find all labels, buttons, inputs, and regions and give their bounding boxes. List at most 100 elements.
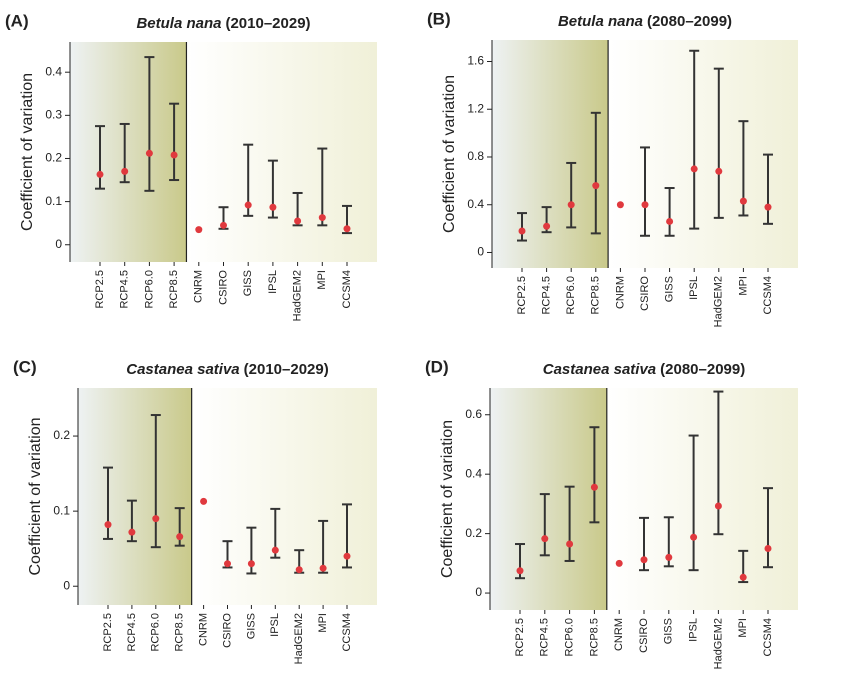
x-tick-label: CNRM — [614, 276, 626, 309]
x-tick-label: RCP2.5 — [102, 613, 114, 652]
y-tick-label: 0.2 — [465, 526, 482, 540]
point — [318, 214, 326, 222]
x-tick-label: RCP8.5 — [588, 618, 600, 657]
x-tick-label: CSIRO — [217, 270, 229, 305]
shade-right — [186, 42, 377, 262]
y-tick-label: 0 — [55, 237, 62, 251]
y-tick-label: 0.8 — [467, 149, 484, 163]
shade-left — [78, 388, 192, 605]
x-tick-label: CCSM4 — [341, 613, 353, 652]
x-tick-label: HadGEM2 — [293, 613, 305, 664]
y-tick-label: 0 — [63, 578, 70, 592]
chart-title: Betula nana (2080–2099) — [558, 13, 732, 30]
point — [665, 553, 673, 561]
x-tick-label: CNRM — [193, 270, 205, 303]
point — [518, 227, 526, 235]
point — [128, 528, 136, 536]
x-tick-label: GISS — [663, 618, 675, 644]
point — [541, 535, 549, 543]
y-tick-label: 0.2 — [53, 428, 70, 442]
y-tick-label: 0.3 — [45, 108, 62, 122]
point — [96, 170, 104, 178]
y-tick-label: 0.1 — [45, 194, 62, 208]
shade-right — [191, 388, 377, 605]
point — [715, 167, 723, 175]
x-tick-label: RCP8.5 — [168, 270, 180, 309]
point — [152, 515, 160, 523]
shade-left — [70, 42, 187, 262]
x-tick-label: IPSL — [688, 276, 700, 300]
y-tick-label: 0.4 — [467, 197, 484, 211]
panel-label: (A) — [5, 11, 29, 30]
shade-left — [490, 388, 607, 610]
title-period: (2010–2029) — [225, 15, 310, 32]
y-tick-label: 1.2 — [467, 101, 484, 115]
y-tick-label: 0 — [477, 245, 484, 259]
x-tick-label: RCP8.5 — [174, 613, 186, 652]
x-tick-label: MPI — [737, 618, 749, 638]
y-axis-label: Coefficient of variation — [441, 75, 458, 233]
y-tick-label: 0.4 — [465, 466, 482, 480]
x-tick-label: RCP2.5 — [516, 276, 528, 315]
point — [739, 573, 747, 581]
point — [343, 225, 351, 233]
chart-title: Betula nana (2010–2029) — [136, 15, 310, 32]
x-tick-label: CSIRO — [221, 613, 233, 648]
x-tick-label: GISS — [664, 276, 676, 302]
x-tick-label: GISS — [242, 270, 254, 296]
x-tick-label: RCP4.5 — [126, 613, 138, 652]
y-tick-label: 0.6 — [465, 407, 482, 421]
x-tick-label: GISS — [245, 613, 257, 639]
y-tick-label: 0 — [475, 585, 482, 599]
x-tick-label: CCSM4 — [762, 276, 774, 315]
x-tick-label: CCSM4 — [762, 618, 774, 657]
point — [516, 567, 524, 575]
y-tick-label: 0.4 — [45, 64, 62, 78]
x-tick-label: RCP2.5 — [514, 618, 526, 657]
point — [567, 201, 575, 209]
point — [295, 566, 303, 574]
point — [294, 217, 302, 225]
title-period: (2080–2099) — [647, 13, 732, 30]
x-tick-label: RCP2.5 — [94, 270, 106, 309]
point — [543, 222, 551, 230]
x-tick-label: CCSM4 — [341, 270, 353, 309]
point — [764, 544, 772, 552]
point — [224, 560, 231, 568]
point — [104, 521, 112, 529]
shade-right — [606, 388, 798, 610]
point — [739, 197, 747, 205]
point — [247, 560, 255, 568]
point — [616, 201, 624, 209]
point — [269, 203, 277, 211]
y-tick-label: 0.1 — [53, 503, 70, 517]
x-tick-label: RCP6.0 — [150, 613, 162, 652]
point — [764, 203, 772, 211]
y-tick-label: 0.2 — [45, 151, 62, 165]
point — [714, 502, 722, 510]
title-species: Betula nana — [558, 13, 643, 30]
x-tick-label: HadGEM2 — [292, 270, 304, 321]
chart-title: Castanea sativa (2080–2099) — [543, 361, 745, 378]
x-tick-label: HadGEM2 — [712, 618, 724, 669]
x-tick-label: IPSL — [267, 270, 279, 294]
point — [200, 497, 208, 505]
x-tick-label: RCP8.5 — [590, 276, 602, 315]
point — [271, 546, 279, 554]
point — [590, 483, 598, 491]
point — [121, 167, 129, 175]
y-axis-label: Coefficient of variation — [19, 73, 36, 231]
point — [641, 201, 649, 209]
x-tick-label: CNRM — [613, 618, 625, 651]
x-tick-label: IPSL — [269, 613, 281, 637]
point — [592, 182, 600, 190]
point — [566, 540, 574, 548]
x-tick-label: CSIRO — [639, 276, 651, 311]
point — [220, 221, 227, 229]
point — [666, 217, 674, 225]
point — [640, 556, 648, 564]
title-period: (2010–2029) — [244, 361, 329, 378]
panel-label: (C) — [13, 357, 37, 376]
x-tick-label: MPI — [317, 613, 329, 633]
